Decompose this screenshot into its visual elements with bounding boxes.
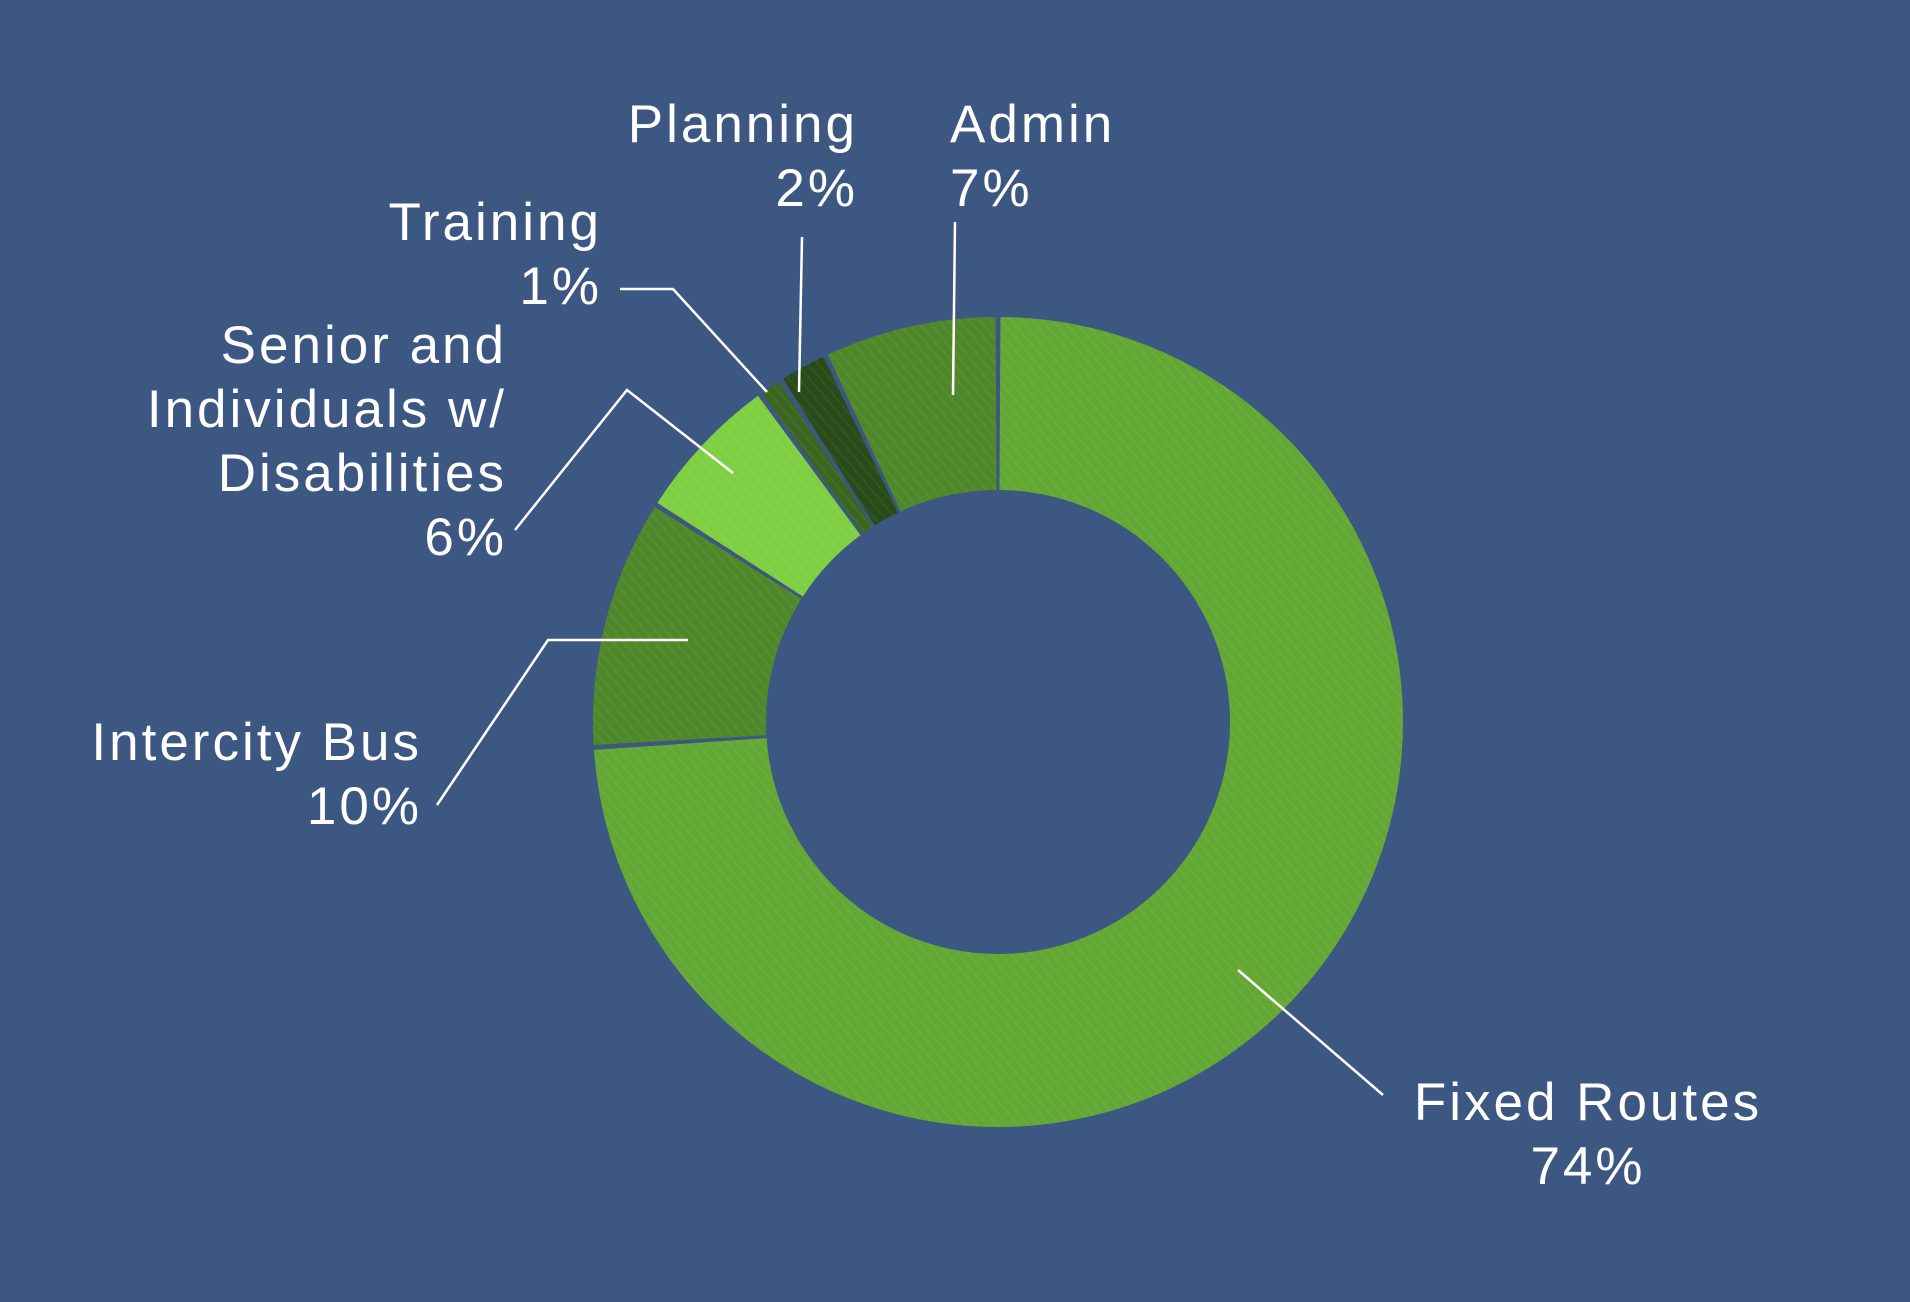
slice-value-training: 1%: [519, 257, 602, 316]
slice-label-senior-and-individuals-w-disabilities-line-2: Individuals w/: [147, 380, 507, 439]
slice-label-admin: Admin: [950, 95, 1115, 154]
slice-label-fixed-routes: Fixed Routes: [1414, 1073, 1762, 1132]
leader-line-fixed-routes: [1237, 969, 1384, 1096]
slice-value-intercity-bus: 10%: [307, 777, 422, 836]
slice-label-senior-and-individuals-w-disabilities-line-1: Senior and: [221, 316, 507, 375]
leader-line-training: [620, 287, 768, 393]
slice-label-intercity-bus: Intercity Bus: [91, 713, 422, 772]
slice-texture-fixed-routes: [593, 317, 1403, 1127]
slice-value-fixed-routes: 74%: [1530, 1137, 1645, 1196]
slice-label-senior-and-individuals-w-disabilities-line-3: Disabilities: [218, 444, 507, 503]
slice-value-senior-and-individuals-w-disabilities: 6%: [424, 508, 507, 567]
leader-line-admin: [951, 221, 957, 396]
slice-value-admin: 7%: [950, 159, 1033, 218]
slice-label-planning: Planning: [628, 95, 858, 154]
slice-texture-planning: [783, 356, 898, 526]
slice-label-training: Training: [388, 193, 602, 252]
slice-texture-senior-and-individuals-w-disabilities: [657, 395, 861, 597]
slice-texture-training: [761, 381, 873, 534]
leader-line-senior-and-individuals-w-disabilities: [514, 388, 734, 531]
leader-line-intercity-bus: [435, 638, 688, 806]
slice-texture-intercity-bus: [593, 507, 802, 745]
leader-line-planning: [797, 236, 804, 393]
slice-value-planning: 2%: [775, 159, 858, 218]
